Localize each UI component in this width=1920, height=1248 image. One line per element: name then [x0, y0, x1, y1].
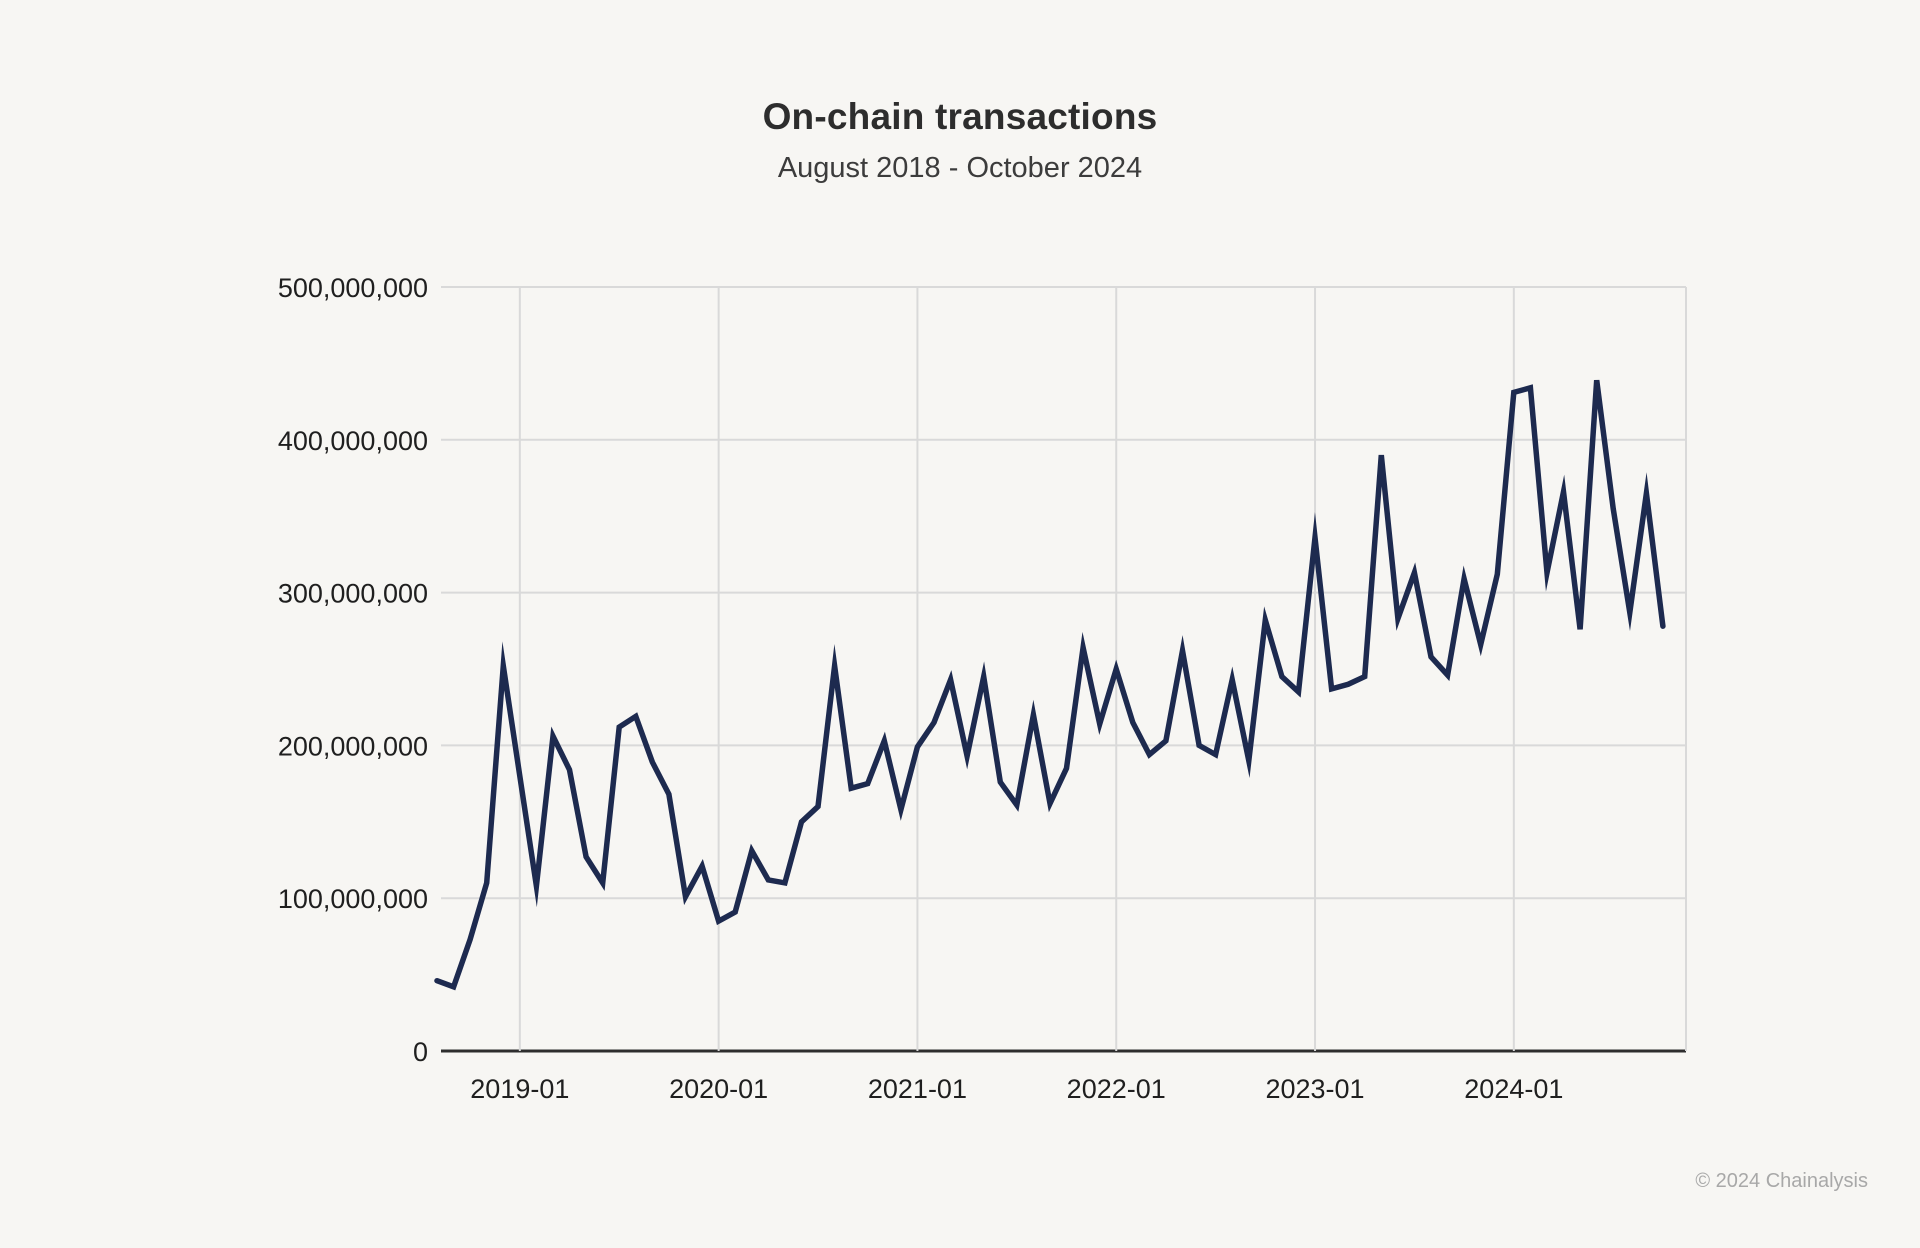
- copyright-text: © 2024 Chainalysis: [1695, 1170, 1868, 1192]
- x-tick-label: 2024-01: [1464, 1074, 1563, 1104]
- chart-title: On-chain transactions: [762, 96, 1158, 137]
- x-tick-label: 2021-01: [868, 1074, 967, 1104]
- x-tick-label: 2019-01: [470, 1074, 569, 1104]
- y-tick-label: 200,000,000: [278, 731, 428, 761]
- chart-header: On-chain transactions August 2018 - Octo…: [0, 96, 1920, 185]
- y-tick-label: 300,000,000: [278, 579, 428, 609]
- y-tick-label: 500,000,000: [278, 273, 428, 303]
- x-tick-label: 2023-01: [1265, 1074, 1364, 1104]
- y-tick-label: 400,000,000: [278, 426, 428, 456]
- chart-subtitle: August 2018 - October 2024: [777, 152, 1143, 184]
- y-tick-label: 100,000,000: [278, 884, 428, 914]
- transactions-line: [434, 379, 1666, 991]
- x-tick-label: 2022-01: [1067, 1074, 1166, 1104]
- y-tick-label: 0: [413, 1037, 428, 1067]
- x-tick-label: 2020-01: [669, 1074, 768, 1104]
